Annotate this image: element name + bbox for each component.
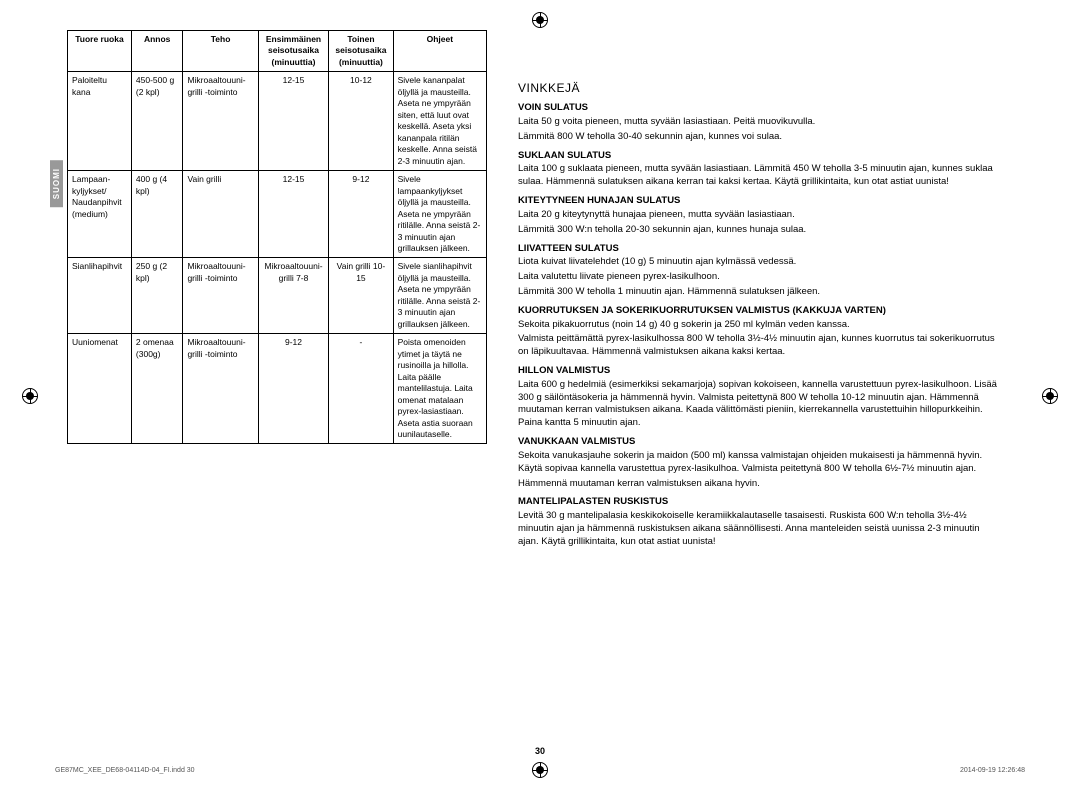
- table-body: Paloiteltu kana450-500 g (2 kpl)Mikroaal…: [68, 72, 487, 444]
- table-cell: Vain grilli: [183, 171, 258, 258]
- section-text: Liota kuivat liivatelehdet (10 g) 5 minu…: [518, 256, 998, 269]
- right-column: VINKKEJÄ VOIN SULATUSLaita 50 g voita pi…: [518, 30, 998, 730]
- table-cell: 10-12: [329, 72, 393, 171]
- footer-filename: GE87MC_XEE_DE68-04114D-04_FI.indd 30: [55, 767, 195, 774]
- th-food: Tuore ruoka: [68, 31, 132, 72]
- registration-mark-top: [532, 12, 548, 28]
- section-text: Laita 50 g voita pieneen, mutta syvään l…: [518, 116, 998, 129]
- section-text: Sekoita pikakuorrutus (noin 14 g) 40 g s…: [518, 319, 998, 332]
- section-text: Laita 20 g kiteytynyttä hunajaa pieneen,…: [518, 209, 998, 222]
- section-text: Lämmitä 300 W:n teholla 20-30 sekunnin a…: [518, 224, 998, 237]
- table-cell: Lampaan-kyljykset/ Naudanpihvit (medium): [68, 171, 132, 258]
- table-cell: Paloiteltu kana: [68, 72, 132, 171]
- th-power: Teho: [183, 31, 258, 72]
- section-heading: MANTELIPALASTEN RUSKISTUS: [518, 496, 998, 509]
- table-header: Tuore ruoka Annos Teho Ensimmäinen seiso…: [68, 31, 487, 72]
- table-cell: Poista omenoiden ytimet ja täytä ne rusi…: [393, 334, 486, 444]
- cooking-table: Tuore ruoka Annos Teho Ensimmäinen seiso…: [67, 30, 487, 444]
- footer-timestamp: 2014-09-19 12:26:48: [960, 767, 1025, 774]
- section-heading: SUKLAAN SULATUS: [518, 150, 998, 163]
- table-cell: 400 g (4 kpl): [131, 171, 183, 258]
- table-cell: Sivele sianlihapihvit öljyllä ja maustei…: [393, 258, 486, 334]
- table-row: Paloiteltu kana450-500 g (2 kpl)Mikroaal…: [68, 72, 487, 171]
- left-column: SUOMI Tuore ruoka Annos Teho Ensimmäinen…: [50, 30, 490, 730]
- table-cell: 250 g (2 kpl): [131, 258, 183, 334]
- table-cell: Sivele kananpalat öljyllä ja mausteilla.…: [393, 72, 486, 171]
- section-heading: LIIVATTEEN SULATUS: [518, 243, 998, 256]
- table-row: Lampaan-kyljykset/ Naudanpihvit (medium)…: [68, 171, 487, 258]
- page-content: SUOMI Tuore ruoka Annos Teho Ensimmäinen…: [50, 30, 1030, 730]
- section-text: Sekoita vanukasjauhe sokerin ja maidon (…: [518, 450, 998, 476]
- section-heading: VANUKKAAN VALMISTUS: [518, 436, 998, 449]
- registration-mark-left: [22, 388, 38, 404]
- section-text: Lämmitä 300 W teholla 1 minuutin ajan. H…: [518, 286, 998, 299]
- table-cell: 12-15: [258, 171, 328, 258]
- section-text: Valmista peittämättä pyrex-lasikulhossa …: [518, 333, 998, 359]
- table-cell: 9-12: [258, 334, 328, 444]
- tips-sections: VOIN SULATUSLaita 50 g voita pieneen, mu…: [518, 102, 998, 548]
- th-time1: Ensimmäinen seisotusaika (minuuttia): [258, 31, 328, 72]
- table-cell: 2 omenaa (300g): [131, 334, 183, 444]
- table-cell: Sivele lampaankyljykset öljyllä ja maust…: [393, 171, 486, 258]
- table-cell: Mikroaaltouuni-grilli -toiminto: [183, 72, 258, 171]
- th-portion: Annos: [131, 31, 183, 72]
- table-cell: Vain grilli 10-15: [329, 258, 393, 334]
- table-cell: Mikroaaltouuni-grilli -toiminto: [183, 334, 258, 444]
- section-heading: HILLON VALMISTUS: [518, 365, 998, 378]
- registration-mark-right: [1042, 388, 1058, 404]
- th-instructions: Ohjeet: [393, 31, 486, 72]
- section-text: Laita valutettu liivate pieneen pyrex-la…: [518, 271, 998, 284]
- table-cell: 9-12: [329, 171, 393, 258]
- table-cell: 450-500 g (2 kpl): [131, 72, 183, 171]
- section-text: Laita 100 g suklaata pieneen, mutta syvä…: [518, 163, 998, 189]
- section-text: Levitä 30 g mantelipalasia keskikokoisel…: [518, 510, 998, 548]
- table-row: Uuniomenat2 omenaa (300g)Mikroaaltouuni-…: [68, 334, 487, 444]
- section-text: Laita 600 g hedelmiä (esimerkiksi sekama…: [518, 379, 998, 430]
- table-cell: Mikroaaltouuni-grilli 7-8: [258, 258, 328, 334]
- th-time2: Toinen seisotusaika (minuuttia): [329, 31, 393, 72]
- language-tab: SUOMI: [50, 160, 63, 207]
- page-number: 30: [535, 746, 545, 756]
- table-row: Sianlihapihvit250 g (2 kpl)Mikroaaltouun…: [68, 258, 487, 334]
- registration-mark-bottom: [532, 762, 548, 778]
- section-text: Hämmennä muutaman kerran valmistuksen ai…: [518, 478, 998, 491]
- tips-title: VINKKEJÄ: [518, 80, 998, 96]
- table-cell: Uuniomenat: [68, 334, 132, 444]
- table-cell: 12-15: [258, 72, 328, 171]
- section-heading: KITEYTYNEEN HUNAJAN SULATUS: [518, 195, 998, 208]
- section-heading: VOIN SULATUS: [518, 102, 998, 115]
- table-cell: Mikroaaltouuni-grilli -toiminto: [183, 258, 258, 334]
- section-text: Lämmitä 800 W teholla 30-40 sekunnin aja…: [518, 131, 998, 144]
- table-cell: Sianlihapihvit: [68, 258, 132, 334]
- table-cell: -: [329, 334, 393, 444]
- section-heading: KUORRUTUKSEN JA SOKERIKUORRUTUKSEN VALMI…: [518, 305, 998, 318]
